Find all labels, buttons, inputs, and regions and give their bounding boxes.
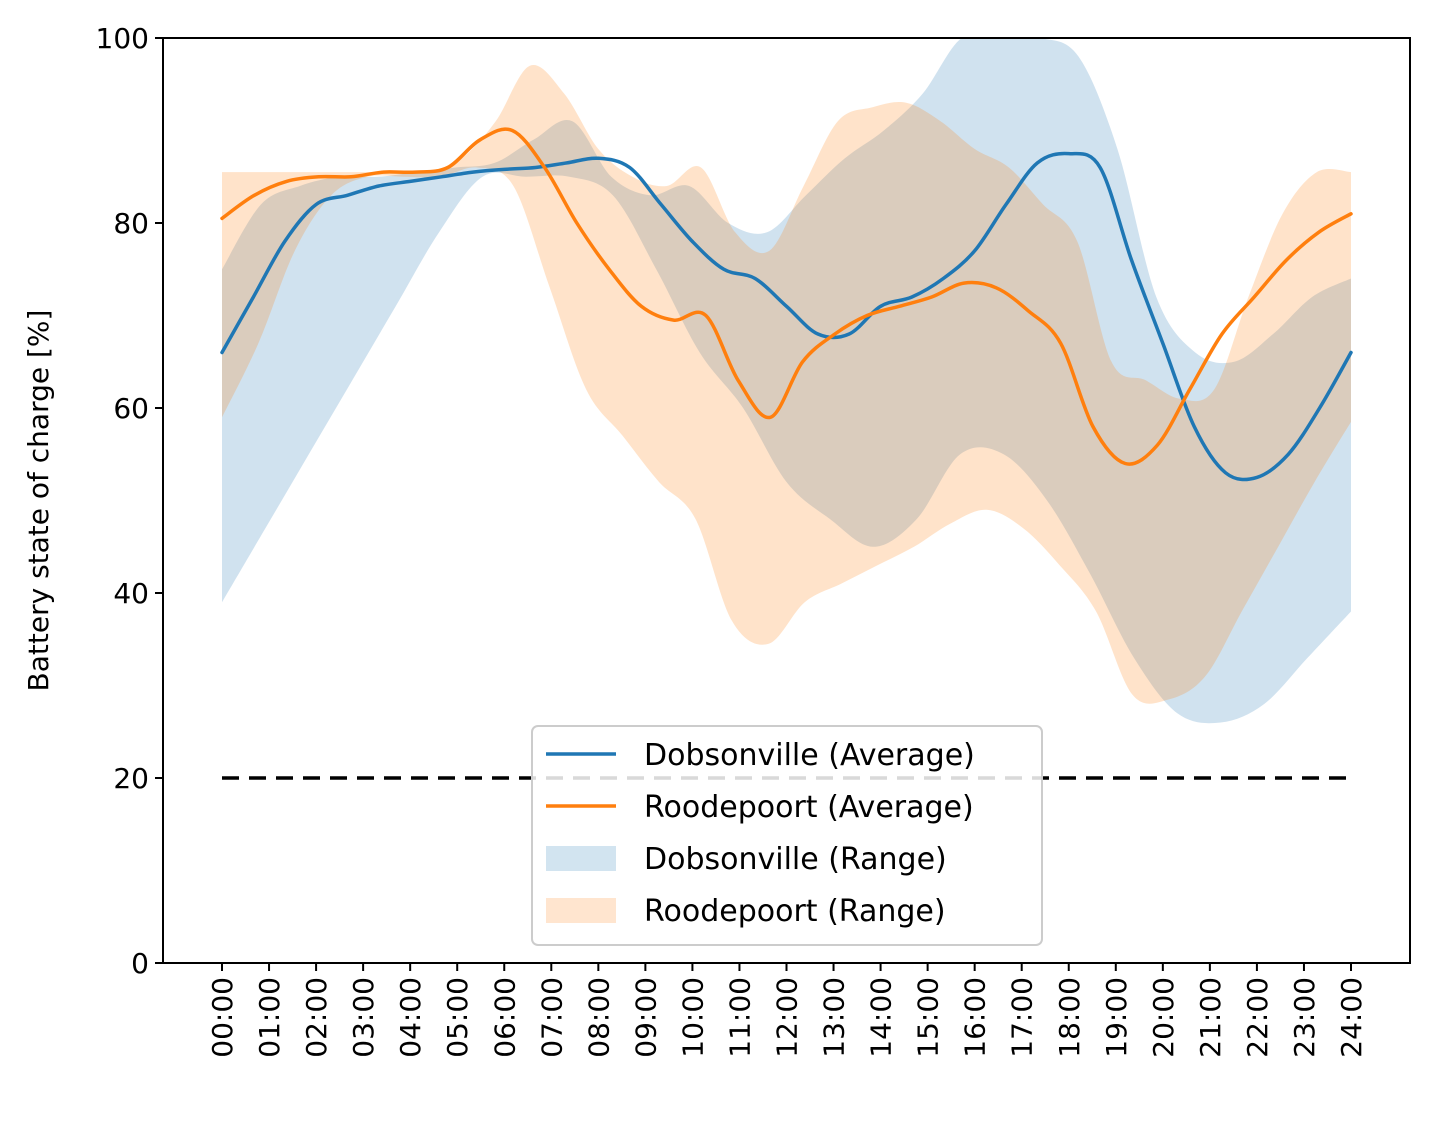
y-tick-label: 60 (113, 392, 149, 425)
legend-label-roodepoort-average: Roodepoort (Average) (644, 790, 974, 825)
series-line-roodepoort-average (220, 127, 1353, 466)
x-tick-label: 08:00 (582, 977, 615, 1058)
x-tick-label: 23:00 (1288, 977, 1321, 1058)
legend-label-dobsonville-average: Dobsonville (Average) (644, 738, 975, 773)
range-band-roodepoort-range (222, 65, 1351, 704)
x-tick-label: 15:00 (912, 977, 945, 1058)
series-line-dobsonville-average (220, 151, 1353, 482)
x-tick-label: 06:00 (488, 977, 521, 1058)
x-tick-label: 18:00 (1053, 977, 1086, 1058)
x-tick-label: 04:00 (394, 977, 427, 1058)
y-axis-title: Battery state of charge [%] (22, 310, 55, 692)
plot-area (220, 38, 1353, 780)
x-tick-label: 10:00 (676, 977, 709, 1058)
x-tick-label: 05:00 (441, 977, 474, 1058)
y-tick-label: 0 (131, 947, 149, 980)
x-tick-label: 19:00 (1100, 977, 1133, 1058)
legend: Dobsonville (Average) Roodepoort (Averag… (531, 725, 1043, 946)
plot-content (220, 38, 1353, 780)
x-tick-label: 07:00 (535, 977, 568, 1058)
x-axis: 00:00 01:00 02:00 03:00 04:00 05:00 06:00 07:00… (206, 963, 1368, 1058)
x-tick-label: 09:00 (629, 977, 662, 1058)
y-tick-label: 80 (113, 207, 149, 240)
x-tick-label: 16:00 (959, 977, 992, 1058)
x-tick-label: 01:00 (253, 977, 286, 1058)
x-tick-label: 14:00 (865, 977, 898, 1058)
x-tick-label: 12:00 (771, 977, 804, 1058)
x-tick-label: 22:00 (1241, 977, 1274, 1058)
y-tick-label: 20 (113, 762, 149, 795)
legend-label-roodepoort-range: Roodepoort (Range) (644, 894, 946, 929)
x-tick-label: 13:00 (818, 977, 851, 1058)
y-axis: 0 20 40 60 80 100 (96, 22, 163, 980)
x-tick-label: 02:00 (300, 977, 333, 1058)
x-tick-label: 00:00 (206, 977, 239, 1058)
x-tick-label: 20:00 (1147, 977, 1180, 1058)
legend-swatch-roodepoort-range (546, 898, 616, 923)
x-tick-label: 24:00 (1335, 977, 1368, 1058)
x-tick-label: 17:00 (1006, 977, 1039, 1058)
y-tick-label: 100 (96, 22, 149, 55)
legend-label-dobsonville-range: Dobsonville (Range) (644, 842, 947, 877)
x-tick-label: 03:00 (347, 977, 380, 1058)
range-band-dobsonville-range (222, 38, 1351, 724)
legend-swatch-dobsonville-range (546, 846, 616, 871)
x-tick-label: 21:00 (1194, 977, 1227, 1058)
y-tick-label: 40 (113, 577, 149, 610)
legend-box (531, 725, 1043, 946)
x-tick-label: 11:00 (723, 977, 756, 1058)
